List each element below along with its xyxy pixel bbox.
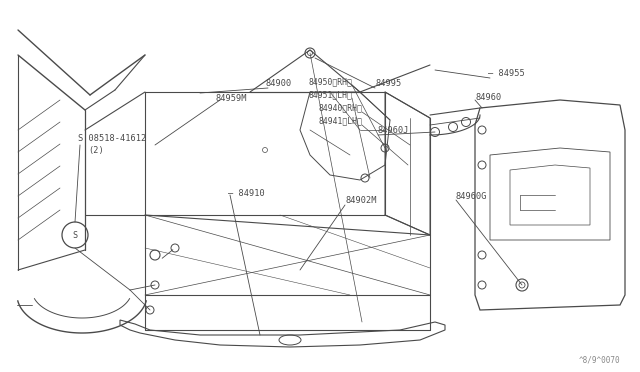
Text: 84950〈RH〉: 84950〈RH〉 xyxy=(308,77,352,87)
Text: S: S xyxy=(72,231,77,240)
Text: S 08518-41612: S 08518-41612 xyxy=(78,134,147,142)
Text: 84995: 84995 xyxy=(375,78,401,87)
Text: (2): (2) xyxy=(88,145,104,154)
Text: 84960: 84960 xyxy=(475,93,501,102)
Circle shape xyxy=(62,222,88,248)
Text: ^8/9^0070: ^8/9^0070 xyxy=(579,356,620,365)
Text: 84900: 84900 xyxy=(265,78,291,87)
Text: 84902M: 84902M xyxy=(345,196,376,205)
Text: 84940〈RH〉: 84940〈RH〉 xyxy=(318,103,362,112)
Text: 84960J: 84960J xyxy=(378,125,410,135)
Text: 84941〈LH〉: 84941〈LH〉 xyxy=(318,116,362,125)
Text: — 84955: — 84955 xyxy=(488,68,525,77)
Text: — 84910: — 84910 xyxy=(228,189,265,198)
Text: 84951〈LH〉: 84951〈LH〉 xyxy=(308,90,352,99)
Text: 84959M: 84959M xyxy=(215,93,246,103)
Text: 84960G: 84960G xyxy=(456,192,488,201)
